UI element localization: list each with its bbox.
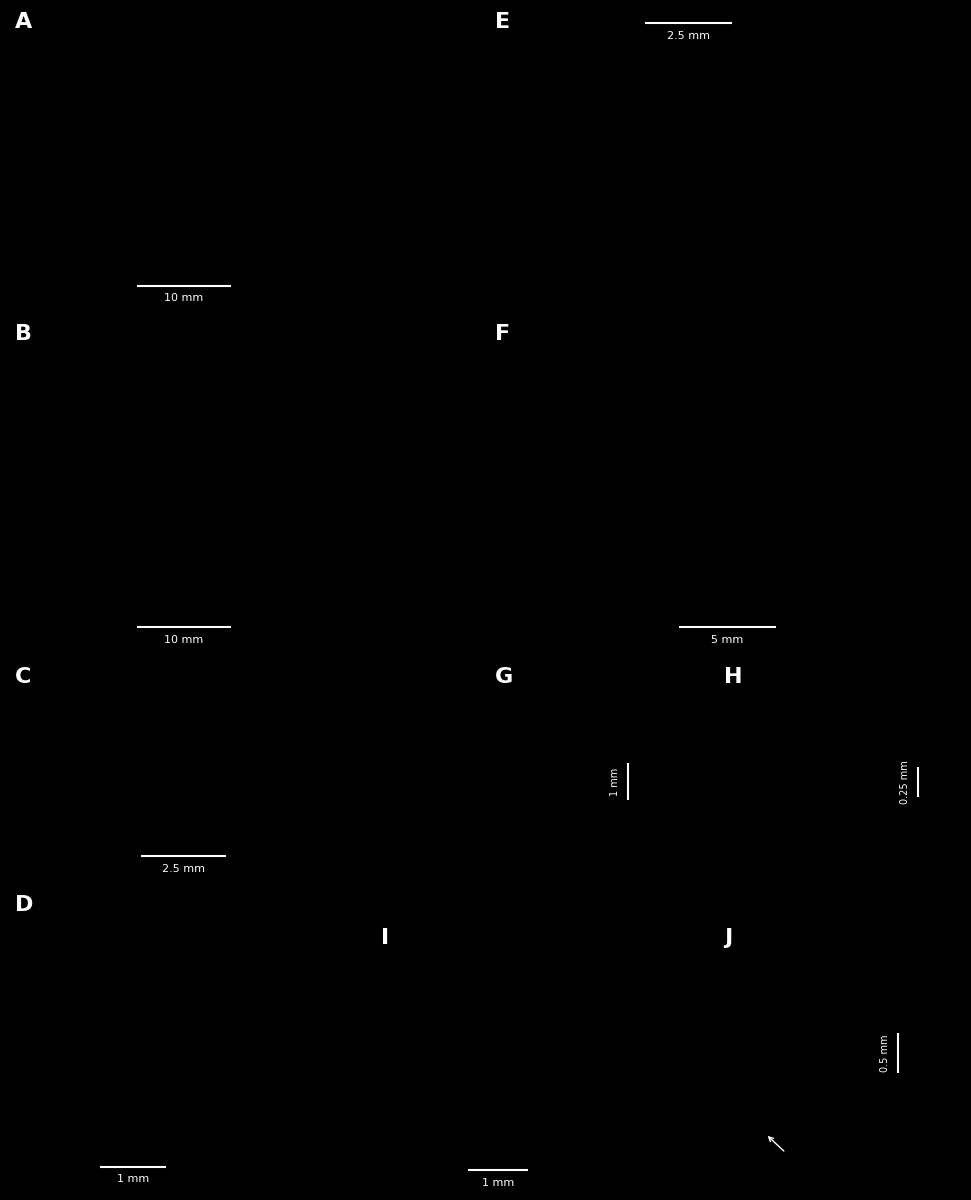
Text: 1 mm: 1 mm bbox=[611, 768, 620, 796]
Text: J: J bbox=[724, 928, 732, 948]
Text: B: B bbox=[15, 324, 32, 344]
Bar bbox=[5, 886, 371, 1188]
Text: G: G bbox=[495, 667, 514, 688]
Bar bbox=[715, 918, 969, 1188]
Text: C: C bbox=[15, 667, 31, 688]
Text: H: H bbox=[724, 667, 743, 688]
Bar bbox=[715, 658, 969, 906]
Bar bbox=[5, 314, 476, 646]
Text: I: I bbox=[381, 928, 388, 948]
Text: 2.5 mm: 2.5 mm bbox=[162, 864, 205, 874]
Text: 10 mm: 10 mm bbox=[164, 293, 204, 304]
Bar bbox=[5, 658, 476, 874]
Text: 10 mm: 10 mm bbox=[164, 635, 204, 644]
Bar bbox=[486, 2, 969, 302]
Text: A: A bbox=[15, 12, 32, 32]
Bar bbox=[486, 314, 969, 646]
Text: 0.25 mm: 0.25 mm bbox=[900, 760, 911, 804]
Text: 2.5 mm: 2.5 mm bbox=[667, 30, 710, 41]
Text: 1 mm: 1 mm bbox=[482, 1177, 514, 1188]
Text: E: E bbox=[495, 12, 511, 32]
Text: 0.5 mm: 0.5 mm bbox=[880, 1034, 890, 1072]
Text: 1 mm: 1 mm bbox=[117, 1174, 150, 1184]
Text: D: D bbox=[15, 895, 33, 916]
Text: 5 mm: 5 mm bbox=[711, 635, 744, 644]
Bar bbox=[371, 918, 705, 1188]
Bar bbox=[5, 2, 476, 302]
Bar bbox=[486, 658, 705, 906]
Text: F: F bbox=[495, 324, 511, 344]
